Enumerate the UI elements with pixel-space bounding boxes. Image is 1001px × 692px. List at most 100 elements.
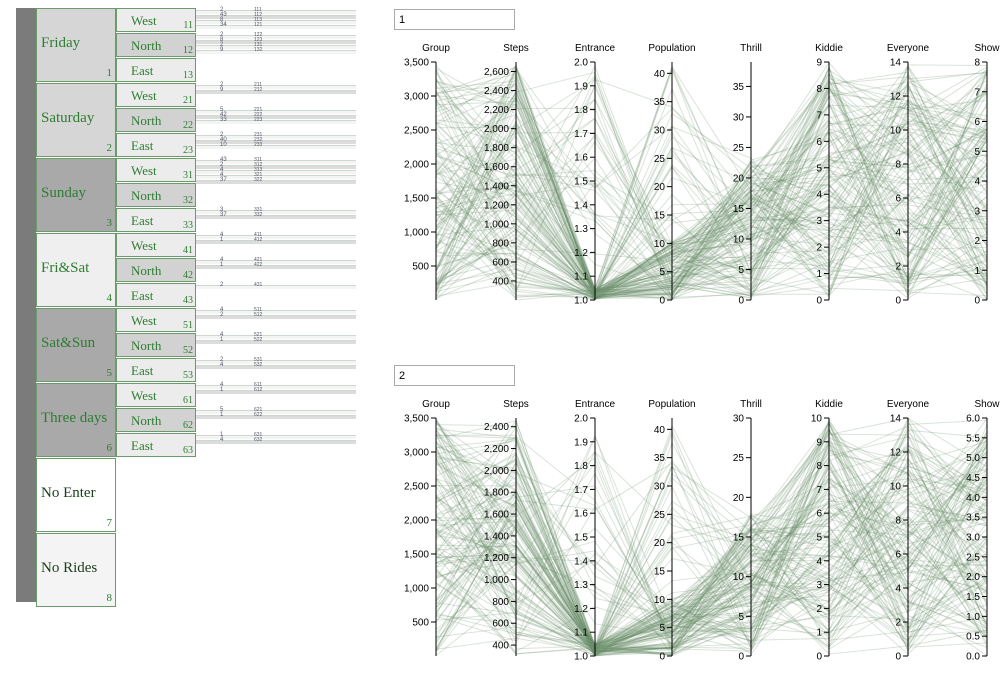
tree-leaf-row[interactable]: 37 332 bbox=[196, 212, 356, 219]
tree-direction-node[interactable]: East 63 bbox=[116, 433, 196, 457]
data-line bbox=[435, 75, 988, 289]
tree-day-node[interactable]: Three days 6 bbox=[36, 383, 116, 457]
data-line bbox=[435, 482, 988, 656]
tree-direction-node[interactable]: North 12 bbox=[116, 33, 196, 57]
data-line bbox=[435, 68, 988, 294]
axis-title[interactable]: Population bbox=[648, 43, 695, 54]
tree-direction-node[interactable]: North 52 bbox=[116, 333, 196, 357]
tree-leaf-row[interactable]: 2 431 bbox=[196, 282, 356, 289]
tree-leaf-row[interactable]: 4 511 bbox=[196, 307, 356, 314]
tree-leaf-row[interactable]: 3 331 bbox=[196, 207, 356, 214]
tree-direction-node[interactable]: West 41 bbox=[116, 233, 196, 257]
tree-leaf-row[interactable]: 2 531 bbox=[196, 357, 356, 364]
tree-leaf-row[interactable]: 1 612 bbox=[196, 387, 356, 394]
tree-direction-node[interactable]: West 51 bbox=[116, 308, 196, 332]
tick-label: 7 bbox=[816, 485, 822, 496]
data-line bbox=[435, 417, 988, 656]
tree-leaf-row[interactable]: 2 131 bbox=[196, 42, 356, 49]
tree-day-node[interactable]: No Enter 7 bbox=[36, 458, 116, 532]
tree-leaf-row[interactable]: 2 122 bbox=[196, 32, 356, 39]
tree-direction-node[interactable]: North 42 bbox=[116, 258, 196, 282]
tree-leaf-row[interactable]: 4 632 bbox=[196, 437, 356, 444]
tree-leaf-row[interactable]: 5 221 bbox=[196, 107, 356, 114]
axis-title[interactable]: Kiddie bbox=[815, 43, 843, 54]
tree-leaf-row[interactable]: 4 532 bbox=[196, 362, 356, 369]
data-line bbox=[435, 451, 988, 656]
tree-leaf-row[interactable]: 40 232 bbox=[196, 137, 356, 144]
tree-root-bar[interactable] bbox=[16, 8, 36, 602]
tree-direction-node[interactable]: North 32 bbox=[116, 183, 196, 207]
axis-title[interactable]: Entrance bbox=[575, 399, 615, 410]
tick-label: 1.4 bbox=[574, 556, 588, 567]
tree-leaf-row[interactable]: 1 522 bbox=[196, 337, 356, 344]
tree-leaf-row[interactable]: 2 111 bbox=[196, 7, 356, 14]
tree-leaf-row[interactable]: 4 321 bbox=[196, 172, 356, 179]
tree-leaf-row[interactable]: 43 112 bbox=[196, 12, 356, 19]
tree-leaf-row[interactable]: 2 512 bbox=[196, 312, 356, 319]
axis-title[interactable]: Kiddie bbox=[815, 399, 843, 410]
tree-leaf-row[interactable]: 1 622 bbox=[196, 412, 356, 419]
tree-direction-node[interactable]: North 62 bbox=[116, 408, 196, 432]
tree-leaf-row[interactable]: 33 223 bbox=[196, 117, 356, 124]
tree-direction-node[interactable]: East 43 bbox=[116, 283, 196, 307]
tree-leaf-row[interactable]: 4 411 bbox=[196, 232, 356, 239]
tree-direction-node[interactable]: West 11 bbox=[116, 8, 196, 32]
tree-day-node[interactable]: Friday 1 bbox=[36, 8, 116, 82]
data-line bbox=[435, 451, 988, 655]
tree-leaf-row[interactable]: 9 132 bbox=[196, 47, 356, 54]
axis-title[interactable]: Steps bbox=[503, 399, 529, 410]
axis-title[interactable]: Show bbox=[974, 43, 1000, 54]
tree-direction-node[interactable]: West 21 bbox=[116, 83, 196, 107]
axis-title[interactable]: Group bbox=[422, 43, 450, 54]
axis-title[interactable]: Steps bbox=[503, 43, 529, 54]
tree-day-node[interactable]: Saturday 2 bbox=[36, 83, 116, 157]
tree-leaf-row[interactable]: 4 521 bbox=[196, 332, 356, 339]
axis-title[interactable]: Thrill bbox=[740, 399, 762, 410]
leaf-count: 1 bbox=[220, 237, 224, 243]
tree-leaf-row[interactable]: 4 421 bbox=[196, 257, 356, 264]
tree-leaf-row[interactable]: 1 412 bbox=[196, 237, 356, 244]
data-line bbox=[435, 442, 988, 646]
tree-leaf-row[interactable]: 42 222 bbox=[196, 112, 356, 119]
tree-direction-node[interactable]: West 61 bbox=[116, 383, 196, 407]
leaf-id: 233 bbox=[254, 142, 263, 148]
tree-day-node[interactable]: Sunday 3 bbox=[36, 158, 116, 232]
tree-direction-node[interactable]: North 22 bbox=[116, 108, 196, 132]
tree-leaf-row[interactable]: 8 123 bbox=[196, 37, 356, 44]
axis-title[interactable]: Population bbox=[648, 399, 695, 410]
tree-leaf-row[interactable]: 1 422 bbox=[196, 262, 356, 269]
tree-leaf-row[interactable]: 9 212 bbox=[196, 87, 356, 94]
tree-direction-node[interactable]: East 13 bbox=[116, 58, 196, 82]
data-line bbox=[435, 423, 988, 656]
tick-label: 1.6 bbox=[574, 509, 588, 520]
chart1-input[interactable] bbox=[394, 9, 515, 30]
tree-leaf-row[interactable]: 2 312 bbox=[196, 162, 356, 169]
tree-leaf-row[interactable]: 43 311 bbox=[196, 157, 356, 164]
tree-direction-node[interactable]: East 53 bbox=[116, 358, 196, 382]
tree-leaf-row[interactable]: 37 322 bbox=[196, 177, 356, 184]
axis-title[interactable]: Show bbox=[974, 399, 1000, 410]
tree-day-node[interactable]: Sat&Sun 5 bbox=[36, 308, 116, 382]
tree-direction-node[interactable]: West 31 bbox=[116, 158, 196, 182]
tree-day-node[interactable]: No Rides 8 bbox=[36, 533, 116, 607]
tree-leaf-row[interactable]: 2 231 bbox=[196, 132, 356, 139]
tree-direction-node[interactable]: East 23 bbox=[116, 133, 196, 157]
tree-day-node[interactable]: Fri&Sat 4 bbox=[36, 233, 116, 307]
axis-title[interactable]: Everyone bbox=[887, 399, 930, 410]
tree-leaf-row[interactable]: 1 631 bbox=[196, 432, 356, 439]
axis-title[interactable]: Thrill bbox=[740, 43, 762, 54]
axis-title[interactable]: Entrance bbox=[575, 43, 615, 54]
tree-leaf-row[interactable]: 5 621 bbox=[196, 407, 356, 414]
tree-leaf-row[interactable]: 4 611 bbox=[196, 382, 356, 389]
axis-title[interactable]: Everyone bbox=[887, 43, 930, 54]
tree-leaf-row[interactable]: 10 233 bbox=[196, 142, 356, 149]
tree-direction-node[interactable]: East 33 bbox=[116, 208, 196, 232]
tree-leaf-row[interactable]: 4 313 bbox=[196, 167, 356, 174]
tick-label: 1.3 bbox=[574, 224, 588, 235]
tree-leaf-row[interactable]: 34 121 bbox=[196, 22, 356, 29]
leaf-count: 2 bbox=[220, 82, 224, 88]
tree-leaf-row[interactable]: 2 211 bbox=[196, 82, 356, 89]
chart2-input[interactable] bbox=[394, 365, 515, 386]
tree-leaf-row[interactable]: 8 113 bbox=[196, 17, 356, 24]
axis-title[interactable]: Group bbox=[422, 399, 450, 410]
